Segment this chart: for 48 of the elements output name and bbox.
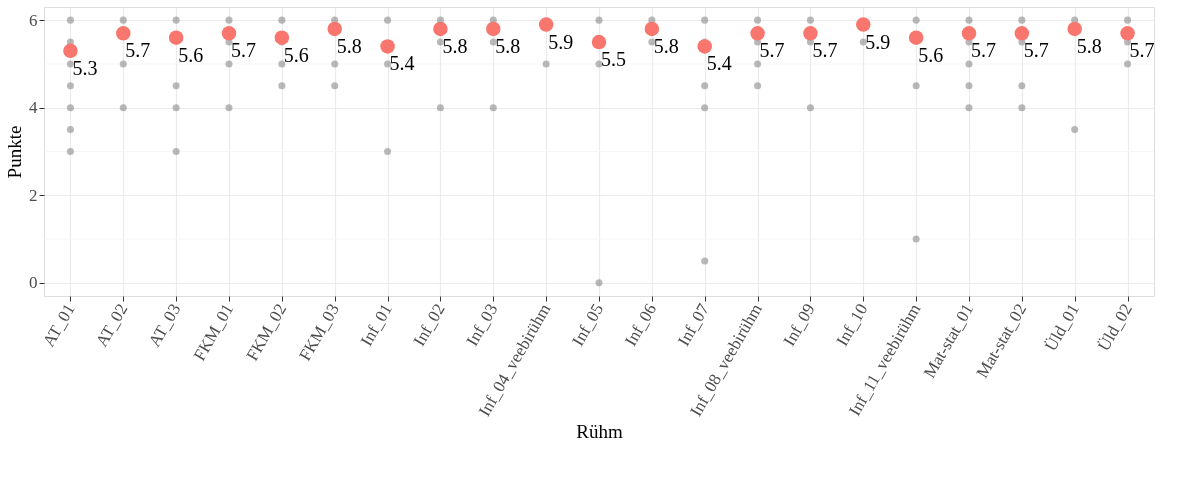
- point: [168, 30, 184, 45]
- point: [856, 17, 871, 32]
- data-label: 5.7: [231, 39, 256, 62]
- point: [1014, 26, 1030, 41]
- data-label: 5.7: [1023, 39, 1049, 62]
- data-label: 5.7: [971, 39, 996, 62]
- y-tick-label: 0: [29, 273, 38, 293]
- point: [644, 21, 660, 37]
- point: [697, 39, 712, 54]
- data-label: 5.8: [653, 34, 679, 57]
- data-label: 5.8: [495, 34, 521, 57]
- point: [538, 17, 554, 32]
- data-label: 5.4: [389, 52, 415, 75]
- y-tick-label: 2: [29, 185, 38, 205]
- point: [380, 39, 395, 54]
- y-tick-label: 6: [29, 10, 38, 30]
- point: [116, 26, 131, 41]
- data-label: 5.6: [283, 43, 309, 66]
- data-label: 5.7: [759, 39, 785, 62]
- point: [1067, 21, 1082, 37]
- point: [327, 21, 342, 37]
- point: [750, 26, 765, 41]
- data-label: 5.5: [601, 48, 626, 71]
- data-label: 5.7: [812, 39, 838, 62]
- point: [1120, 26, 1135, 41]
- point: [961, 26, 977, 41]
- data-label: 5.7: [125, 39, 151, 62]
- point: [486, 21, 501, 37]
- data-label: 5.6: [918, 43, 944, 66]
- point: [274, 30, 290, 45]
- data-label: 5.4: [706, 52, 732, 75]
- data-label: 5.8: [1076, 34, 1102, 57]
- data-label: 5.9: [548, 30, 574, 53]
- data-label: 5.6: [178, 43, 204, 66]
- data-label: 5.7: [1129, 39, 1155, 62]
- point: [908, 30, 924, 45]
- point: [803, 26, 818, 41]
- y-axis-title: Punkte: [4, 125, 25, 179]
- point: [591, 34, 607, 50]
- data-label: 5.8: [336, 34, 362, 57]
- data-label: 5.3: [72, 56, 98, 79]
- x-axis-title: Rühm: [576, 421, 623, 443]
- point: [221, 26, 237, 41]
- data-label: 5.8: [442, 34, 468, 57]
- point: [63, 43, 78, 59]
- data-label: 5.9: [865, 30, 891, 53]
- point: [433, 21, 448, 37]
- y-tick-label: 4: [29, 98, 38, 118]
